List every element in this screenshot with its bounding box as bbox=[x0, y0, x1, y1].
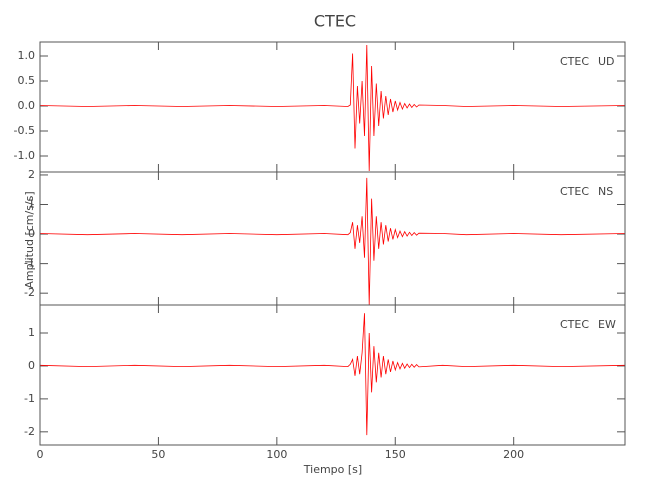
y-tick-label: -2 bbox=[24, 425, 35, 438]
y-axis-label: Amplitud [cm/s/s] bbox=[23, 191, 36, 288]
y-tick-label: 0.0 bbox=[18, 99, 36, 112]
y-tick-label: 0 bbox=[28, 359, 35, 372]
y-tick-label: -2 bbox=[24, 286, 35, 299]
y-tick-label: -1 bbox=[24, 257, 35, 270]
station-label: CTEC bbox=[560, 185, 589, 198]
waveform bbox=[39, 177, 626, 306]
y-tick-label: 0 bbox=[28, 227, 35, 240]
station-label: CTEC bbox=[560, 318, 589, 331]
panel-frame bbox=[39, 171, 626, 306]
y-tick-label: 0.5 bbox=[18, 74, 36, 87]
y-tick-label: -1.0 bbox=[14, 149, 35, 162]
y-tick-label: -1 bbox=[24, 392, 35, 405]
waveform bbox=[39, 44, 626, 172]
component-label: EW bbox=[598, 318, 616, 331]
station-label: CTEC bbox=[560, 55, 589, 68]
component-label: UD bbox=[598, 55, 615, 68]
x-tick-label: 200 bbox=[503, 448, 524, 461]
chart-title: CTEC bbox=[314, 12, 356, 31]
y-tick-label: -0.5 bbox=[14, 124, 35, 137]
component-label: NS bbox=[598, 185, 613, 198]
x-tick-label: 100 bbox=[266, 448, 287, 461]
y-tick-label: 1 bbox=[28, 326, 35, 339]
x-tick-label: 150 bbox=[385, 448, 406, 461]
panel-frame bbox=[39, 41, 626, 173]
y-tick-label: 2 bbox=[28, 168, 35, 181]
x-axis-label: Tiempo [s] bbox=[303, 463, 362, 476]
x-tick-label: 0 bbox=[37, 448, 44, 461]
y-tick-label: 1.0 bbox=[18, 49, 36, 62]
x-tick-label: 50 bbox=[151, 448, 165, 461]
waveform bbox=[39, 313, 626, 436]
y-tick-label: 1 bbox=[28, 198, 35, 211]
panel-frame bbox=[39, 304, 626, 446]
